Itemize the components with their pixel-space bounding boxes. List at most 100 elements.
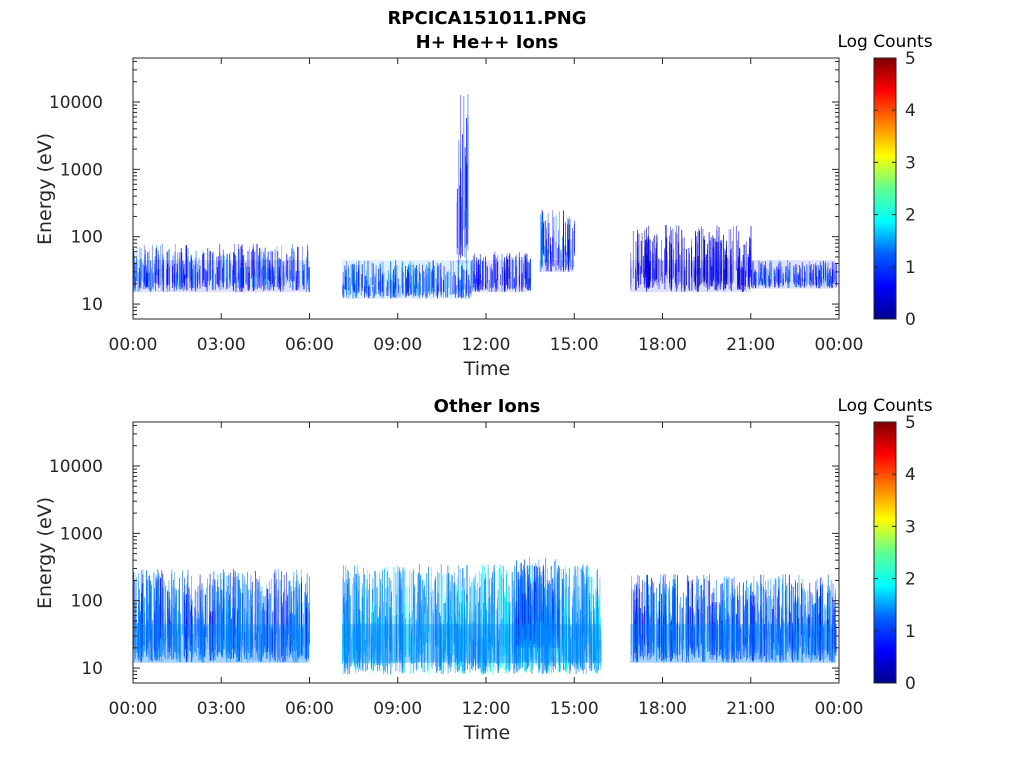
data-streak (672, 228, 674, 280)
data-streak (231, 618, 232, 659)
data-streak (242, 255, 244, 287)
data-streak (665, 238, 667, 276)
colorbar-tick-label: 0 (905, 310, 916, 330)
data-streak (140, 258, 142, 280)
data-streak (782, 624, 783, 654)
data-streak (511, 257, 513, 288)
data-streak (424, 613, 426, 653)
data-streak (284, 629, 286, 661)
data-streak (703, 574, 705, 659)
data-streak (798, 617, 799, 660)
data-streak (217, 267, 218, 285)
data-streak (264, 267, 266, 286)
data-streak (477, 265, 479, 292)
data-streak (417, 592, 419, 669)
data-streak (437, 592, 439, 647)
data-streak (383, 628, 385, 670)
data-streak (656, 587, 657, 662)
data-streak (443, 278, 445, 292)
data-streak (659, 625, 660, 659)
data-streak (653, 237, 654, 287)
data-streak (545, 220, 547, 266)
data-streak (228, 575, 229, 640)
data-streak (392, 273, 394, 298)
data-streak (747, 587, 749, 637)
data-streak (754, 271, 755, 286)
data-streak (249, 589, 251, 653)
data-streak (165, 585, 167, 643)
data-streak (691, 261, 693, 291)
data-streak (494, 571, 495, 648)
data-streak (766, 597, 768, 662)
data-streak (229, 260, 231, 282)
data-streak (743, 244, 745, 286)
data-streak (440, 282, 442, 295)
data-streak (555, 215, 557, 258)
data-streak (504, 592, 506, 656)
data-streak (373, 611, 374, 671)
data-streak (283, 272, 285, 287)
data-streak (222, 595, 224, 640)
data-streak (380, 263, 382, 298)
data-streak (515, 601, 517, 635)
data-streak (790, 612, 792, 650)
data-streak (431, 286, 432, 295)
data-streak (633, 618, 635, 660)
data-streak (733, 589, 735, 663)
data-streak (720, 584, 722, 650)
data-streak (493, 254, 494, 288)
data-streak (786, 605, 787, 662)
data-streak (207, 248, 209, 281)
data-streak (186, 245, 187, 291)
data-streak (223, 255, 225, 282)
data-streak (499, 564, 501, 669)
data-streak (786, 583, 788, 643)
data-streak (530, 606, 531, 632)
data-streak (560, 249, 562, 270)
data-streak (829, 267, 831, 285)
data-streak (418, 572, 419, 662)
data-streak (736, 613, 738, 660)
data-streak (358, 265, 359, 286)
panel-title: Other Ions (434, 396, 541, 417)
data-streak (653, 268, 655, 285)
data-streak (658, 258, 660, 283)
data-streak (399, 285, 401, 298)
data-streak (276, 579, 278, 635)
data-streak (771, 632, 773, 662)
data-streak (709, 626, 710, 649)
data-streak (592, 579, 594, 659)
data-streak (700, 585, 701, 638)
data-streak (204, 624, 205, 656)
data-streak (503, 271, 505, 290)
data-streak (168, 592, 170, 637)
data-streak (805, 612, 807, 659)
data-streak (226, 277, 227, 290)
data-streak (276, 246, 278, 289)
data-streak (575, 612, 577, 674)
data-streak (720, 604, 721, 643)
data-streak (456, 623, 458, 657)
data-streak (565, 222, 566, 256)
data-streak (138, 626, 139, 661)
data-streak (497, 589, 499, 656)
data-streak (581, 635, 582, 668)
data-streak (463, 629, 465, 672)
data-streak (346, 569, 348, 642)
data-streak (172, 265, 174, 288)
data-streak (241, 627, 243, 650)
data-streak (480, 609, 482, 658)
data-streak (762, 279, 763, 286)
data-streak (305, 627, 307, 661)
data-streak (821, 277, 823, 285)
data-streak (636, 271, 637, 291)
data-streak (500, 274, 501, 286)
data-streak (492, 615, 494, 671)
data-streak (477, 582, 478, 643)
data-streak (654, 252, 656, 281)
data-streak (804, 271, 806, 282)
data-streak (262, 603, 264, 657)
data-streak (770, 578, 772, 648)
data-streak (668, 589, 670, 642)
data-streak (475, 612, 476, 671)
